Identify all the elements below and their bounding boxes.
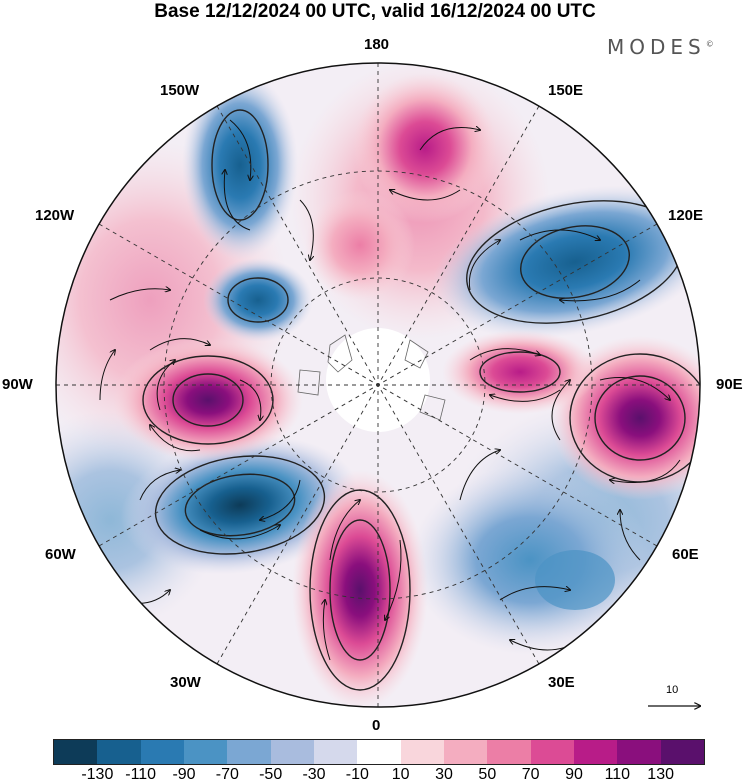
colorbar-tick-label: 10 <box>391 766 410 783</box>
colorbar-tick-label: 130 <box>647 766 675 783</box>
reference-vector-label: 10 <box>666 684 679 696</box>
colorbar-swatch <box>357 740 401 764</box>
colorbar-swatch <box>400 740 444 764</box>
coastlines <box>297 334 446 421</box>
lon-label-60e: 60E <box>672 546 699 563</box>
colorbar-tick-label: 90 <box>565 766 583 783</box>
polar-map <box>55 62 750 735</box>
colorbar-swatch <box>97 740 141 764</box>
colorbar-swatch <box>227 740 271 764</box>
lon-label-180: 180 <box>364 36 390 53</box>
colorbar-swatch <box>573 740 618 764</box>
lon-label-0: 0 <box>372 717 381 734</box>
lon-label-150w: 150W <box>160 82 200 99</box>
colorbar-swatch <box>54 740 98 764</box>
copyright-mark: © <box>705 39 714 49</box>
colorbar-swatch <box>183 740 228 764</box>
modes-logo: MODES© <box>607 35 714 59</box>
lon-label-30e: 30E <box>548 674 575 691</box>
positive-anomaly-north-atlantic <box>292 470 428 707</box>
colorbar-tick-label: 30 <box>435 766 453 783</box>
colorbar-tick-label: -110 <box>125 766 157 783</box>
colorbar <box>53 739 705 765</box>
brand-text: MODES <box>607 35 706 59</box>
lon-label-30w: 30W <box>170 674 201 691</box>
colorbar-tick-label: 50 <box>478 766 497 783</box>
lon-label-60w: 60W <box>45 546 76 563</box>
wind-vectors <box>99 119 681 661</box>
colorbar-tick-label: -90 <box>172 766 196 783</box>
positive-anomaly-canada <box>113 338 303 462</box>
colorbar-swatch <box>313 740 358 764</box>
colorbar-swatch <box>140 740 184 764</box>
lon-label-90e: 90E <box>716 376 743 393</box>
negative-anomaly-north-pacific <box>182 70 298 260</box>
colorbar-swatch <box>617 740 661 764</box>
map-boundary <box>55 62 701 708</box>
negative-anomaly-siberia <box>432 185 700 339</box>
positive-anomaly-bering <box>353 73 497 223</box>
colorbar-swatch <box>660 740 704 764</box>
colorbar-tick-label: 70 <box>521 766 540 783</box>
negative-anomaly-alaska <box>203 258 313 342</box>
anomaly-field <box>56 63 700 707</box>
polar-cap <box>326 328 430 432</box>
colorbar-tick-label: -130 <box>81 766 114 783</box>
colorbar-tick-label: -10 <box>345 766 369 783</box>
map-title: Base 12/12/2024 00 UTC, valid 16/12/2024… <box>154 1 596 22</box>
colorbar-tick-label: -30 <box>302 766 326 783</box>
colorbar-tick-label: -50 <box>259 766 283 783</box>
lon-label-90w: 90W <box>2 376 33 393</box>
lon-label-150e: 150E <box>548 82 584 99</box>
graticule <box>56 63 700 707</box>
colorbar-tick-label: 110 <box>604 766 631 783</box>
colorbar-swatch <box>487 740 531 764</box>
colorbar-swatch <box>530 740 574 764</box>
colorbar-swatch <box>443 740 488 764</box>
colorbar-tick-label: -70 <box>215 766 239 783</box>
colorbar-swatch <box>270 740 314 764</box>
lon-label-120w: 120W <box>35 207 75 224</box>
lon-label-120e: 120E <box>668 207 704 224</box>
